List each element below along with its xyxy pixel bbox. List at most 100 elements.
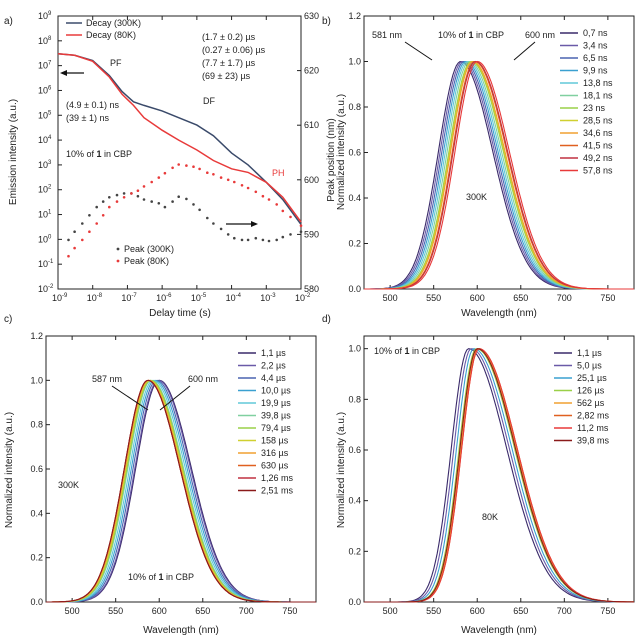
y-tick-label-c-0-8: 0.8 (30, 420, 43, 430)
x-axis-label-c: Wavelength (nm) (143, 625, 219, 636)
y-tick-exp-a-0: 0 (48, 234, 52, 240)
y-tick-exp-a-9: 9 (48, 11, 52, 17)
point-peak-80k-1 (73, 246, 76, 250)
temperature-label-d: 80K (482, 512, 498, 522)
y-tick-label-b-1-0: 1.0 (348, 57, 361, 67)
y-tick-label-a-4: 104 (38, 135, 52, 145)
legend-c: 1,1 µs 2,2 µs 4,4 µs 10,0 µs 19,9 µs 39,8 µs 7… (238, 348, 294, 496)
legend-label-d-126-s: 126 µs (577, 386, 605, 396)
legend-label-b-9-9-ns: 9,9 ns (583, 66, 608, 76)
sample-label-c: 10% of 1 in CBP (128, 572, 194, 582)
y-tick-exp-a--2: -2 (48, 284, 54, 290)
point-peak-300k-0 (67, 238, 70, 242)
y-axis-label-c: Normalized intensity (a.u.) (4, 412, 15, 528)
point-peak-300k-25 (240, 238, 244, 242)
series-b (364, 60, 634, 290)
annotation-fit-80k-delayed: (7.7 ± 1.7) µs (202, 58, 256, 68)
sample-suffix-d: in CBP (410, 346, 441, 356)
point-peak-300k-10 (136, 194, 140, 198)
point-peak-80k-0 (67, 254, 70, 258)
point-peak-80k-21 (212, 173, 215, 176)
legend-label-b-18-1-ns: 18,1 ns (583, 91, 613, 101)
axis-ticks-b: 500 550 600 650 700 750 0.0 0.2 0.4 0.6 0.8 1.0 1.2 (348, 11, 615, 303)
x-tick-label-b-600: 600 (470, 293, 485, 303)
peak-label-left-b: 581 nm (372, 30, 402, 40)
y-tick-label-d-0-8: 0.8 (348, 394, 361, 404)
point-peak-300k-5 (101, 200, 105, 203)
panel-d: 500 550 600 650 700 750 0.0 0.2 0.4 0.6 0.8 1.0 1,1… (336, 335, 635, 636)
legend-label-d-1-1-s: 1,1 µs (577, 348, 602, 358)
legend-label-c-39-8-s: 39,8 µs (261, 411, 291, 421)
point-peak-80k-15 (171, 166, 174, 170)
legend-label-b-3-4-ns: 3,4 ns (583, 41, 608, 51)
point-peak-300k-6 (108, 196, 111, 199)
legend-label-b-28-5-ns: 28,5 ns (583, 116, 613, 126)
legend-label-c-4-4-s: 4,4 µs (261, 373, 286, 383)
point-peak-300k-18 (192, 203, 195, 206)
point-peak-300k-26 (246, 238, 250, 242)
legend-b: 0,7 ns 3,4 ns 6,5 ns 9,9 ns 13,8 ns 18,1 ns 23… (560, 28, 613, 176)
y-tick-exp-a-2: 2 (48, 185, 52, 191)
series-d (364, 348, 634, 603)
arrow-left-axis (60, 70, 84, 76)
peak-label-right-c: 600 nm (188, 374, 218, 384)
sample-label-d: 10% of 1 in CBP (374, 346, 440, 356)
x-axis-label-d: Wavelength (nm) (461, 625, 537, 636)
x-tick-label-a--8: 10-8 (87, 293, 103, 303)
legend-label-b-13-8-ns: 13,8 ns (583, 78, 613, 88)
point-peak-300k-3 (88, 214, 91, 217)
legend-label-peak-80k: Peak (80K) (124, 256, 169, 266)
annotation-fit-300k-delayed2: (0.27 ± 0.06) µs (202, 45, 266, 55)
sample-prefix-d: 10% of (374, 346, 405, 356)
x-tick-label-a--3: 10-3 (260, 293, 276, 303)
x-tick-label-d-650: 650 (513, 606, 528, 616)
point-peak-80k-24 (233, 180, 236, 184)
point-peak-80k-3 (88, 230, 91, 233)
point-peak-300k-23 (226, 233, 230, 236)
y-tick-label-c-0-2: 0.2 (30, 553, 43, 563)
legend-label-peak-300k: Peak (300K) (124, 244, 174, 254)
x-tick-label-c-550: 550 (108, 606, 123, 616)
legend-label-c-10-0-s: 10,0 µs (261, 386, 291, 396)
legend-d: 1,1 µs 5,0 µs 25,1 µs 126 µs 562 µs 2,82 ms 11… (554, 348, 610, 446)
peak-pointer-left-b (404, 41, 433, 61)
panel-label-d: d) (322, 314, 331, 325)
x-tick-label-b-750: 750 (600, 293, 615, 303)
y-tick-label-d-0-2: 0.2 (348, 546, 361, 556)
point-peak-80k-2 (81, 238, 84, 242)
y-tick-label-b-0-2: 0.2 (348, 239, 361, 249)
series-line-decay-80k (57, 53, 302, 223)
x-tick-label-d-750: 750 (600, 606, 615, 616)
y-tick-label-a-5: 105 (38, 110, 52, 120)
annotation-df: DF (203, 96, 215, 106)
series-a (57, 53, 303, 258)
point-peak-300k-31 (281, 235, 285, 239)
point-peak-300k-30 (275, 238, 279, 242)
legend-label-d-5-0-s: 5,0 µs (577, 361, 602, 371)
series-line-decay-300k (57, 53, 302, 225)
point-peak-300k-21 (212, 222, 215, 225)
series-line-d-39-8-ms (364, 348, 634, 603)
sample-suffix-c: in CBP (164, 572, 195, 582)
panel-a: 10-9 10-8 10-7 10-6 10-5 10-4 10-3 10-210-210-1… (8, 11, 337, 319)
x-tick-label-a--6: 10-6 (156, 293, 172, 303)
y-tick-label-a--1: 10-1 (38, 259, 54, 269)
y-tick-label-a-7: 107 (38, 61, 52, 71)
point-peak-80k-32 (289, 215, 292, 219)
point-peak-80k-26 (246, 186, 250, 190)
sample-suffix-a: in CBP (102, 149, 133, 159)
y-axis-label-d: Normalized intensity (a.u.) (336, 412, 347, 528)
y-tick-exp-a-8: 8 (48, 36, 52, 42)
y-tick-label-a-1: 101 (38, 210, 52, 220)
y-tick-label-a-2: 102 (38, 185, 52, 195)
y2-axis-label-a: Peak position (nm) (326, 118, 337, 201)
legend-label-b-23-ns: 23 ns (583, 103, 606, 113)
point-peak-300k-12 (150, 200, 153, 203)
x-tick-label-b-500: 500 (383, 293, 398, 303)
point-peak-80k-27 (254, 190, 258, 194)
point-peak-80k-11 (142, 185, 146, 188)
point-peak-80k-13 (157, 176, 161, 179)
peak-pointer-right-b (513, 41, 536, 61)
sample-prefix-b: 10% of (438, 30, 469, 40)
x-tick-label-c-600: 600 (152, 606, 167, 616)
